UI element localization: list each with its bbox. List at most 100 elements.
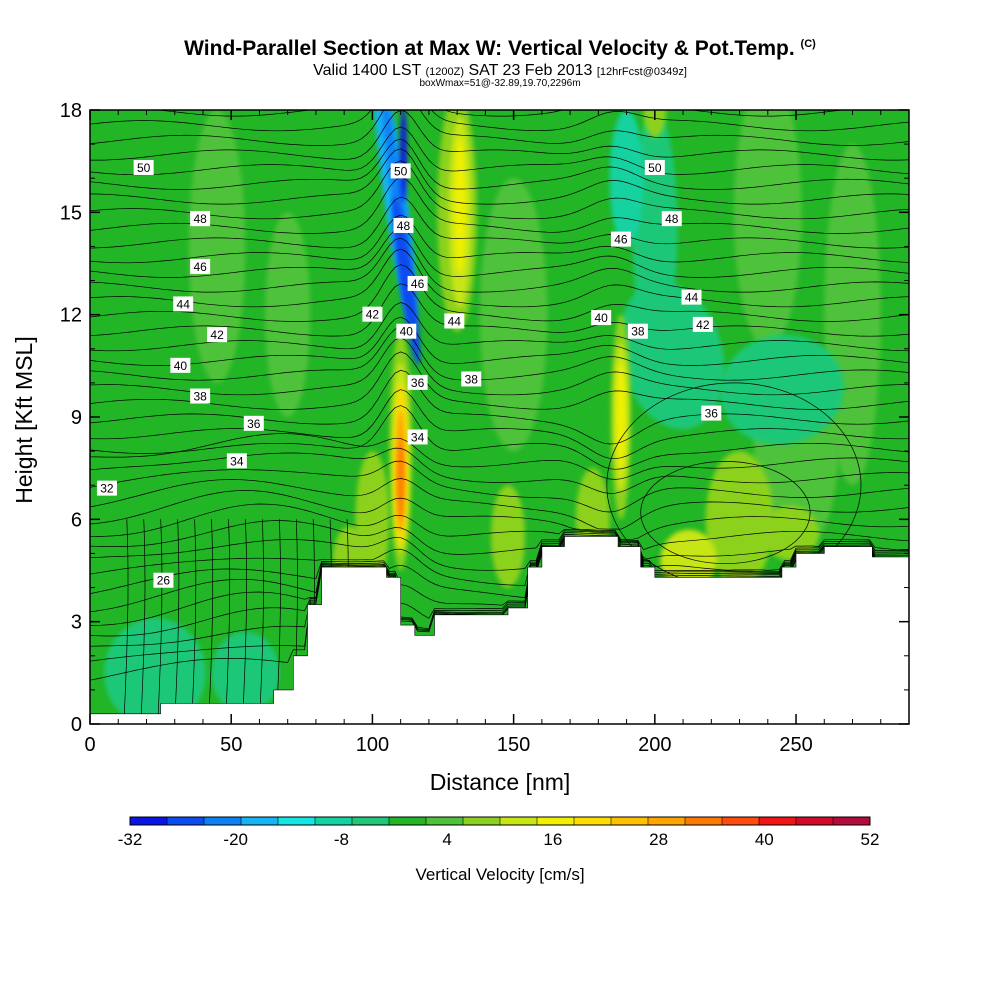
colorbar-tick-label: -8 [334,830,349,849]
velocity-region [609,110,644,247]
colorbar-tick-label: 28 [649,830,668,849]
contour-label: 38 [190,388,211,404]
colorbar-swatch [648,817,686,825]
terrain-mask [90,536,909,724]
contour-label: 44 [444,313,465,329]
velocity-region [265,212,311,417]
contour-label: 40 [170,357,191,373]
isentrope-line [90,316,909,366]
isentrope-line [90,327,909,381]
velocity-region [643,110,667,138]
isentrope-line [90,369,909,445]
isentrope-line [225,519,231,724]
contour-label: 46 [610,231,631,247]
contour-label: 38 [627,323,648,339]
colorbar-swatch [574,817,612,825]
velocity-region [454,137,466,274]
contour-label: 40 [396,323,417,339]
contour-label-text: 50 [648,161,662,175]
isentrope-line [90,537,909,613]
colorbar-swatch [426,817,464,825]
contour-label-text: 48 [397,219,411,233]
colorbar-tick-label: 52 [861,830,880,849]
contour-label: 46 [407,275,428,291]
contour-label: 48 [393,217,414,233]
y-tick-label: 12 [60,305,82,327]
x-tick-label: 100 [356,734,389,756]
colorbar-label: Vertical Velocity [cm/s] [415,865,584,884]
contour-label: 46 [190,258,211,274]
x-tick-label: 250 [779,734,812,756]
isentrope-line [90,264,909,322]
contour-label: 50 [644,159,665,175]
velocity-region [705,451,774,588]
contour-label: 36 [407,374,428,390]
y-tick-label: 3 [71,612,82,634]
contour-label: 32 [96,480,117,496]
contour-label: 42 [692,316,713,332]
x-axis: 0 50 100 150 200 250 [84,110,882,756]
colorbar-swatch [204,817,242,825]
colorbar-swatch [167,817,205,825]
contour-label-text: 46 [614,233,628,247]
isentrope-line [208,519,214,724]
contour-label-text: 50 [137,161,151,175]
contour-label-text: 36 [705,407,719,421]
copyright-mark: (C) [800,38,816,50]
velocity-region [762,505,819,561]
isentrope-line [191,519,197,724]
chart-subtitle-2: boxWmax=51@-32.89,19.70,2296m [419,78,581,89]
isentrope-line [90,447,909,494]
isentrope-line [174,519,180,724]
isentrope-line [90,405,909,470]
isentrope-line [90,534,909,586]
colorbar-swatch [833,817,871,825]
isentrope-line [242,519,247,724]
isentrope-line [90,503,909,551]
isentrope-line [90,227,909,278]
contour-label-text: 44 [685,291,699,305]
contour-label-text: 40 [400,325,414,339]
isentrope-line [90,214,909,264]
y-tick-label: 9 [71,407,82,429]
isentrope-line [90,490,909,541]
isentrope-line [90,337,909,396]
contour-labels: 50 48 46 44 42 40 38 36 34 32 26 50 48 46 42 44 40 36 38 34… [96,159,722,588]
contour-label-text: 36 [247,417,261,431]
contour-label: 44 [173,296,194,312]
colorbar-swatch [278,817,316,825]
contour-label-text: 50 [394,164,408,178]
contour-label: 34 [226,453,247,469]
contour-label: 42 [207,327,228,343]
colorbar: -32 -20 -8 4 16 28 40 52 [118,816,880,849]
colorbar-swatch [796,817,834,825]
contour-label: 50 [390,163,411,179]
contour-label-text: 44 [177,297,191,311]
velocity-region [733,110,802,349]
contour-label-text: 48 [665,212,679,226]
isentrope-line [90,433,909,480]
velocity-region [104,618,206,724]
contour-label: 36 [701,405,722,421]
contour-label: 50 [133,159,154,175]
x-tick-label: 200 [638,734,671,756]
contour-label-text: 32 [100,482,114,496]
contour-label-text: 44 [448,314,462,328]
isentrope-line [90,535,909,599]
isentrope-line [90,351,909,410]
isentrope-line [90,148,909,205]
contour-label-text: 38 [465,372,479,386]
colorbar-tick-label: -20 [223,830,248,849]
isentrope-line [90,389,909,460]
isentrope-line [90,478,909,530]
x-axis-label: Distance [nm] [430,769,571,795]
chart-subtitle: Valid 1400 LST (1200Z) SAT 23 Feb 2013 [… [313,62,687,79]
contour-label-text: 38 [631,325,645,339]
contour-label-text: 40 [594,311,608,325]
velocity-region [719,334,844,445]
contour-label: 48 [661,211,682,227]
velocity-region [479,178,548,452]
isentrope-loop [640,460,811,565]
x-tick-label: 50 [220,734,242,756]
